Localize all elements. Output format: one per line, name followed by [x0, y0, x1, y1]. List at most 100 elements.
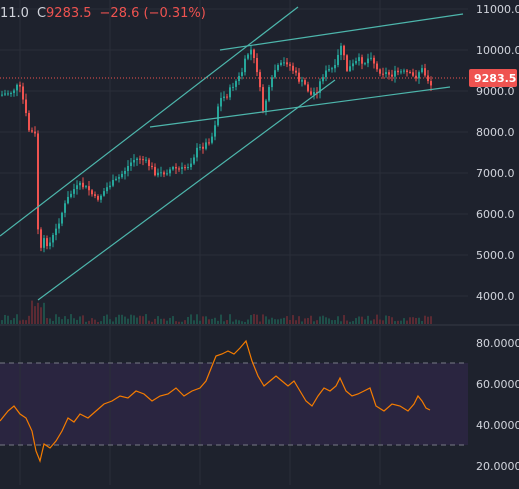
volume-bar	[55, 314, 57, 324]
candle-body	[52, 235, 54, 243]
volume-bar	[25, 320, 27, 324]
channel-lower-trendline[interactable]	[37, 79, 336, 301]
candle-body	[316, 92, 318, 94]
candle-body	[85, 186, 87, 188]
candle-body	[256, 58, 258, 73]
volume-bar	[52, 320, 54, 324]
rsi-tick-label: 80.0000	[476, 337, 519, 350]
candle-body	[100, 195, 102, 200]
volume-bar	[118, 314, 120, 324]
trendline-drawings[interactable]	[0, 6, 464, 301]
candle-body	[430, 81, 432, 86]
rsi-axis[interactable]: 80.0000 60.0000 40.0000 20.0000	[476, 337, 519, 473]
candle-body	[364, 63, 366, 65]
volume-bars	[1, 300, 432, 324]
price-axis-background[interactable]	[468, 0, 519, 325]
candle-body	[202, 146, 204, 149]
volume-bar	[322, 315, 324, 324]
volume-bar	[391, 317, 393, 324]
candle-body	[238, 75, 240, 82]
candle-body	[397, 70, 399, 73]
candle-body	[58, 223, 60, 229]
candle-body	[91, 190, 93, 195]
volume-bar	[19, 320, 21, 324]
volume-bar	[223, 321, 225, 324]
volume-bar	[421, 321, 423, 324]
volume-bar	[100, 321, 102, 324]
volume-bar	[43, 302, 45, 324]
volume-bar	[79, 316, 81, 324]
volume-bar	[298, 316, 300, 324]
candle-body	[418, 72, 420, 79]
candle-body	[121, 173, 123, 178]
rsi-axis-background[interactable]	[468, 326, 519, 485]
candle-body	[370, 57, 372, 59]
volume-bar	[310, 315, 312, 324]
volume-bar	[64, 316, 66, 324]
candle-body	[16, 84, 18, 91]
range-lower-trendline[interactable]	[149, 86, 451, 128]
volume-bar	[334, 320, 336, 324]
pane-separator[interactable]	[0, 324, 519, 326]
rsi-tick-label: 60.0000	[476, 378, 519, 391]
candle-body	[190, 163, 192, 168]
channel-upper-trendline[interactable]	[0, 6, 299, 237]
volume-bar	[10, 320, 12, 324]
rsi-chart-canvas[interactable]: 80.0000 60.0000 40.0000 20.0000	[0, 326, 519, 485]
candle-body	[376, 63, 378, 70]
volume-bar	[202, 316, 204, 324]
candle-body	[115, 178, 117, 180]
last-price-badge: 9283.5	[469, 69, 517, 87]
legend-close-value: 9283.5	[46, 6, 92, 21]
price-tick-label: 6000.0	[476, 208, 515, 221]
volume-bar	[361, 316, 363, 324]
candle-body	[313, 92, 315, 95]
price-pane[interactable]: 11000.0 10000.0 9000.0 8000.0 7000.0 600…	[0, 0, 519, 325]
candle-body	[406, 70, 408, 73]
price-grid	[0, 0, 468, 325]
candle-body	[226, 96, 228, 98]
volume-bar	[169, 317, 171, 324]
volume-bar	[241, 321, 243, 324]
volume-bar	[103, 315, 105, 324]
price-axis[interactable]: 11000.0 10000.0 9000.0 8000.0 7000.0 600…	[476, 3, 519, 303]
last-price-label: 9283.5	[474, 72, 516, 85]
candle-body	[271, 77, 273, 88]
candle-body	[79, 182, 81, 186]
candle-body	[70, 193, 72, 197]
candle-body	[55, 228, 57, 236]
volume-bar	[352, 321, 354, 324]
legend-change: −28.6 (−0.31%)	[99, 6, 206, 21]
volume-bar	[49, 318, 51, 324]
volume-bar	[427, 316, 429, 324]
volume-bar	[340, 321, 342, 324]
candle-body	[112, 179, 114, 186]
volume-bar	[172, 316, 174, 324]
volume-bar	[319, 316, 321, 324]
volume-bar	[220, 314, 222, 324]
candle-body	[319, 81, 321, 93]
candle-body	[133, 160, 135, 163]
volume-bar	[70, 314, 72, 324]
price-pane-background	[0, 0, 519, 325]
candle-body	[403, 70, 405, 72]
volume-bar	[277, 319, 279, 324]
candle-body	[193, 157, 195, 164]
candle-body	[217, 106, 219, 126]
rsi-pane[interactable]: 80.0000 60.0000 40.0000 20.0000	[0, 326, 519, 485]
volume-bar	[34, 306, 36, 324]
volume-bar	[124, 316, 126, 324]
candle-body	[241, 72, 243, 76]
price-chart-canvas[interactable]: 11000.0 10000.0 9000.0 8000.0 7000.0 600…	[0, 0, 519, 325]
range-upper-trendline[interactable]	[219, 13, 464, 51]
volume-bar	[379, 319, 381, 324]
volume-bar	[91, 318, 93, 324]
candle-body	[49, 242, 51, 247]
candle-body	[388, 72, 390, 75]
candle-body	[427, 75, 429, 82]
candle-body	[166, 173, 168, 175]
candle-body	[280, 62, 282, 65]
candle-body	[82, 182, 84, 188]
volume-bar	[274, 319, 276, 324]
